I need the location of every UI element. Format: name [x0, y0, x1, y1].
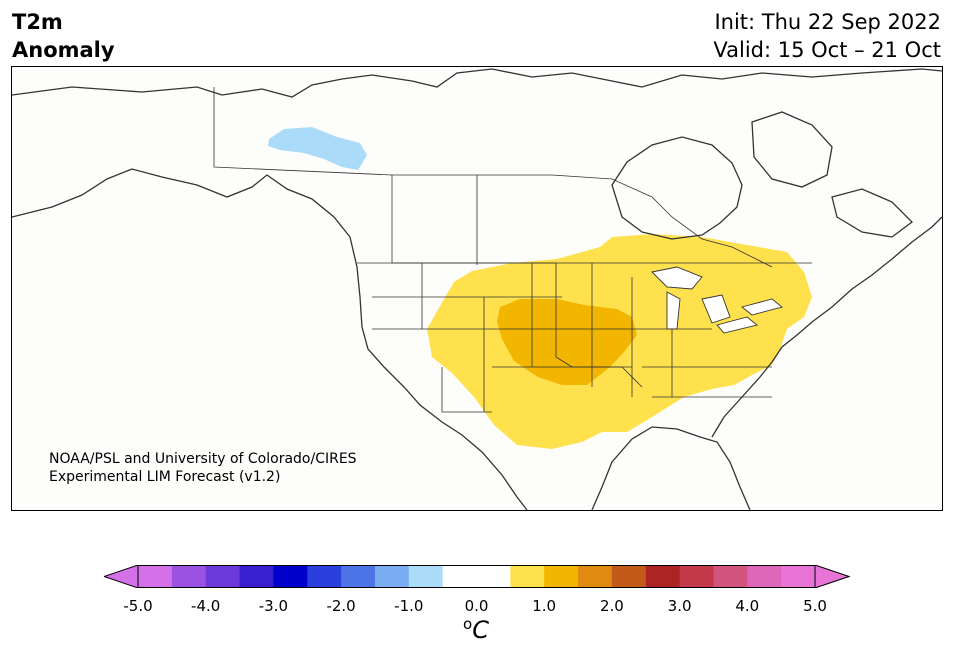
colorbar-bin — [781, 565, 816, 588]
colorbar-tick-label: 1.0 — [532, 597, 557, 615]
colorbar-tick-label: -2.0 — [326, 597, 356, 615]
credit-line-1: NOAA/PSL and University of Colorado/CIRE… — [49, 451, 357, 467]
map-canvas — [12, 68, 942, 510]
forecast-dates: Init: Thu 22 Sep 2022 Valid: 15 Oct – 21… — [713, 8, 941, 64]
colorbar-bin — [138, 565, 173, 588]
colorbar-tick-label: -4.0 — [191, 597, 221, 615]
colorbar-bin — [171, 565, 207, 588]
colorbar-bin — [544, 565, 579, 588]
colorbar-tick-label: 0.0 — [464, 597, 489, 615]
colorbar-bin — [510, 565, 545, 588]
colorbar-bin — [205, 565, 241, 588]
colorbar-bin — [374, 565, 410, 588]
colorbar-bin — [645, 565, 681, 588]
colorbar-over-arrow — [814, 565, 850, 588]
colorbar-bin — [679, 565, 714, 588]
great-lakes — [651, 266, 783, 334]
colorbar-tick-label: 4.0 — [735, 597, 760, 615]
colorbar-tick-label: -5.0 — [123, 597, 153, 615]
colorbar-bin — [611, 565, 647, 588]
colorbar-bin — [408, 565, 444, 588]
colorbar-tick-label: 3.0 — [667, 597, 692, 615]
colorbar-unit-label: oC — [440, 615, 512, 644]
map-panel — [11, 66, 943, 511]
colorbar-outline — [137, 565, 816, 588]
credit-text: NOAA/PSL and University of Colorado/CIRE… — [49, 450, 357, 486]
colorbar-tick-label: 2.0 — [599, 597, 624, 615]
colorbar-tick-label: -3.0 — [258, 597, 289, 615]
colorbar-bin — [476, 565, 511, 588]
colorbar-bin — [307, 565, 342, 588]
map-title: T2m Anomaly — [12, 8, 115, 64]
cool-anomaly-region — [268, 127, 367, 170]
title-variable: T2m — [12, 10, 63, 34]
unit-letter: C — [472, 616, 489, 644]
colorbar-tick-label: -1.0 — [394, 597, 424, 615]
colorbar-bin — [341, 565, 376, 588]
credit-line-2: Experimental LIM Forecast (v1.2) — [49, 469, 281, 485]
colorbar — [104, 565, 850, 588]
colorbar-bin — [239, 565, 274, 588]
valid-range: Valid: 15 Oct – 21 Oct — [713, 38, 941, 62]
colorbar-bin — [578, 565, 613, 588]
colorbar-bin — [273, 565, 308, 588]
colorbar-bin — [747, 565, 782, 588]
political-borders — [213, 87, 812, 413]
title-type: Anomaly — [12, 38, 115, 62]
init-date: Init: Thu 22 Sep 2022 — [714, 10, 941, 34]
unit-degree-mark: o — [463, 615, 473, 633]
colorbar-under-arrow — [104, 565, 139, 588]
colorbar-tick-label: 5.0 — [803, 597, 827, 615]
colorbar-bin — [442, 565, 477, 588]
colorbar-bins — [138, 565, 816, 588]
colorbar-bin — [713, 565, 748, 588]
coastlines — [12, 68, 942, 510]
